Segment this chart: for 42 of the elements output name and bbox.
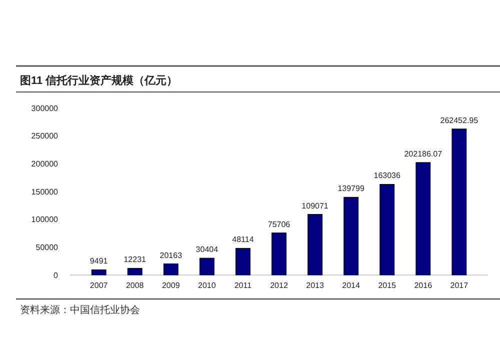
x-tick-label: 2011	[234, 281, 252, 290]
data-label: 109071	[302, 201, 329, 210]
x-tick-label: 2016	[414, 281, 433, 290]
data-label: 9491	[90, 256, 108, 266]
y-tick-label: 150000	[31, 187, 59, 196]
data-label: 139799	[338, 184, 365, 194]
data-label: 262452.95	[440, 116, 479, 125]
data-label: 30404	[196, 245, 219, 254]
y-tick-label: 100000	[31, 215, 59, 224]
bar	[344, 196, 359, 276]
bar	[380, 184, 395, 276]
x-tick-label: 2014	[342, 281, 361, 290]
x-tick-label: 2010	[198, 281, 216, 290]
data-label: 202186.07	[404, 149, 443, 158]
chart-title: 图11 信托行业资产规模（亿元）	[20, 74, 178, 87]
data-label: 163036	[374, 171, 401, 180]
bar	[199, 258, 214, 276]
x-tick-label: 2007	[90, 281, 108, 290]
bar	[308, 214, 322, 276]
bar	[236, 248, 250, 276]
x-tick-label: 2015	[378, 281, 397, 290]
y-tick-label: 250000	[31, 132, 59, 141]
y-tick-label: 300000	[31, 104, 59, 113]
y-tick-label: 50000	[36, 242, 59, 252]
data-label: 12231	[124, 255, 147, 264]
bar	[272, 232, 286, 276]
x-tick-label: 2009	[162, 281, 180, 290]
y-tick-label: 200000	[31, 159, 59, 168]
x-tick-label: 2017	[450, 281, 469, 290]
data-label: 75706	[268, 220, 291, 229]
data-label: 20163	[160, 250, 183, 260]
bar	[416, 162, 431, 276]
bar	[452, 128, 467, 276]
text: 资料来源：中国信托业协会	[20, 304, 140, 316]
data-label: 48114	[232, 235, 254, 244]
x-tick-label: 2013	[306, 281, 324, 290]
y-tick-label: 0	[54, 270, 59, 280]
bar	[91, 269, 106, 276]
x-tick-label: 2012	[270, 281, 288, 290]
bar	[163, 264, 178, 276]
x-tick-label: 2008	[126, 281, 144, 290]
bar	[127, 268, 142, 276]
